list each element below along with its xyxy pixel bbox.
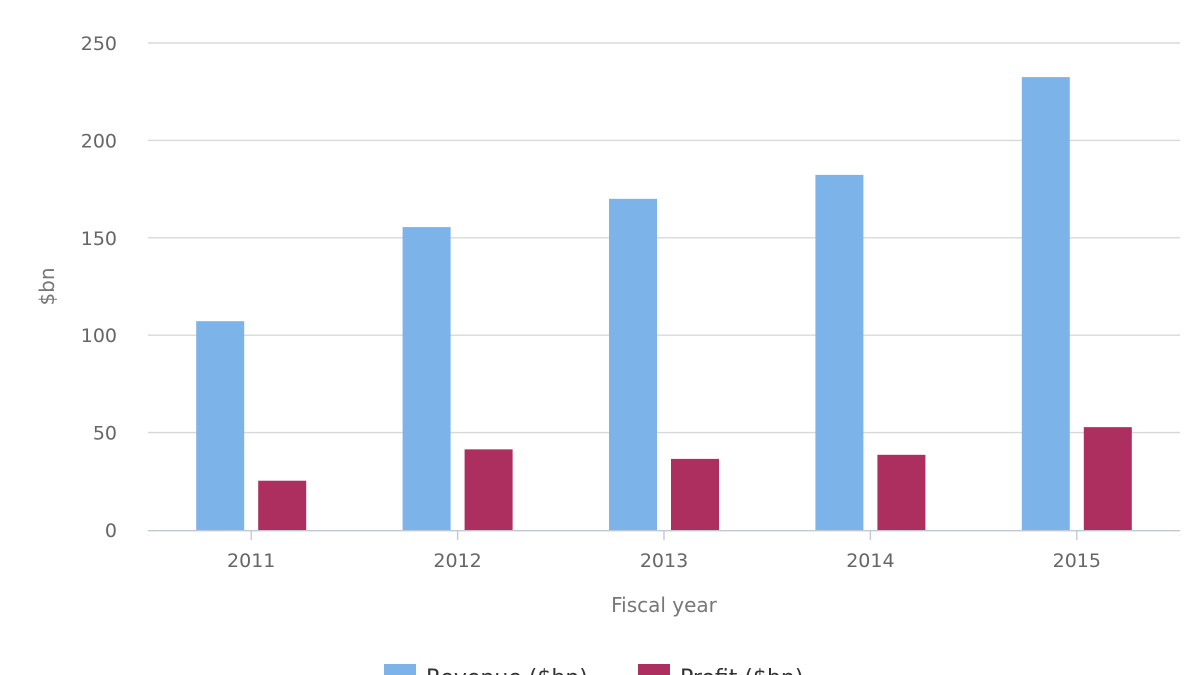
x-tick-label: 2012	[433, 550, 481, 572]
bar-profit-2015	[1083, 427, 1132, 530]
bar-profit-2014	[877, 454, 926, 530]
x-tick-label: 2015	[1053, 550, 1101, 572]
y-tick-label: 250	[81, 33, 117, 55]
bar-profit-2013	[671, 458, 719, 530]
bar-revenue-2015	[1021, 77, 1070, 530]
y-tick-label: 200	[81, 130, 117, 152]
y-axis-title: $bn	[35, 267, 59, 305]
y-tick-label: 0	[105, 520, 117, 542]
bars	[196, 77, 1132, 531]
x-tick-label: 2013	[640, 550, 688, 572]
legend: Revenue ($bn) Profit ($bn)	[384, 664, 803, 675]
legend-swatch-profit	[638, 664, 670, 675]
x-tick-label: 2011	[227, 550, 275, 572]
y-tick-label: 100	[81, 325, 117, 347]
bar-revenue-2011	[196, 321, 245, 530]
grid-lines	[148, 42, 1180, 434]
x-axis-title: Fiscal year	[611, 593, 718, 617]
x-tick-label: 2014	[846, 550, 894, 572]
x-axis-ticks: 2011 2012 2013 2014 2015	[227, 530, 1101, 572]
bar-revenue-2012	[402, 227, 451, 530]
y-axis-ticks: 0 50 100 150 200 250	[81, 33, 117, 542]
y-tick-label: 50	[93, 423, 117, 445]
bar-revenue-2013	[609, 198, 657, 530]
legend-label-profit[interactable]: Profit ($bn)	[680, 666, 803, 675]
bar-revenue-2014	[815, 174, 864, 531]
legend-swatch-revenue	[384, 664, 416, 675]
bar-profit-2012	[464, 449, 513, 530]
legend-label-revenue[interactable]: Revenue ($bn)	[426, 666, 588, 675]
bar-profit-2011	[258, 480, 307, 530]
y-tick-label: 150	[81, 228, 117, 250]
